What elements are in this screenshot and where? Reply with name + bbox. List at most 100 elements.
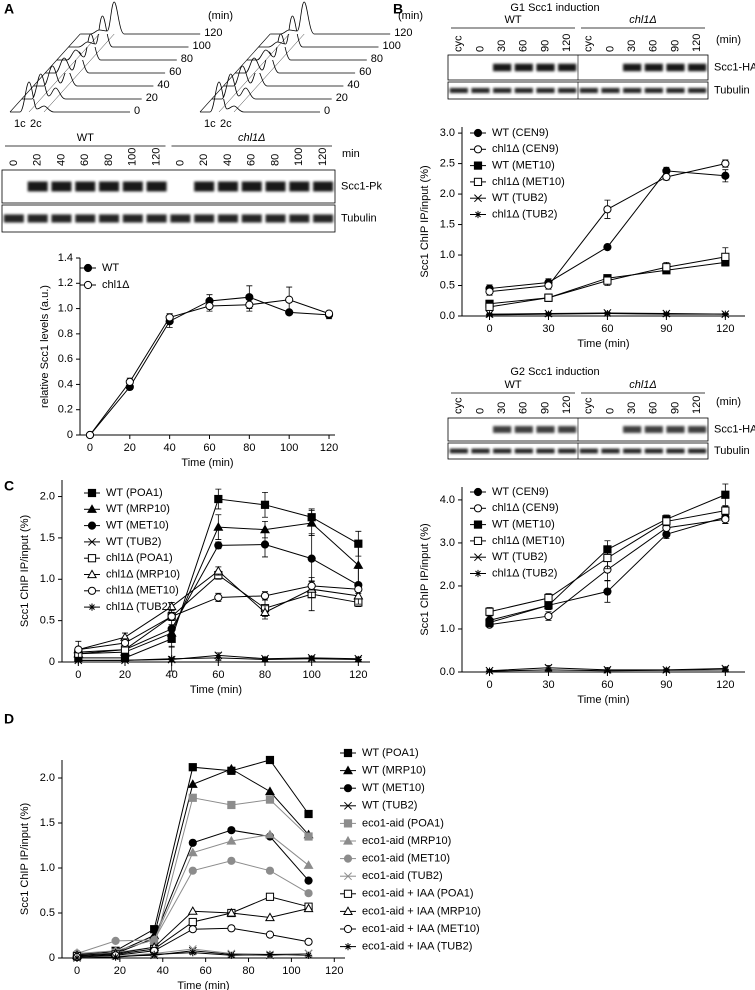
legend-marker <box>83 263 93 273</box>
panel-letter: B <box>393 1 403 17</box>
x-tick-label: 100 <box>282 965 300 977</box>
blot-group: WT <box>504 14 521 26</box>
legend-label: WT (MRP10) <box>106 503 170 515</box>
marker <box>662 666 670 674</box>
x-tick-label: 100 <box>280 442 298 454</box>
marker <box>721 490 730 499</box>
legend-marker <box>87 554 97 563</box>
y-tick-label: 3.0 <box>440 537 455 549</box>
legend-marker <box>474 194 482 203</box>
marker <box>188 917 197 927</box>
marker <box>265 786 275 796</box>
marker <box>485 302 494 311</box>
panel-letter: A <box>4 1 14 17</box>
marker <box>189 949 197 957</box>
flow-trace <box>33 65 154 87</box>
lane-label: 90 <box>669 402 681 414</box>
y-tick-label: 2.0 <box>440 188 455 200</box>
band <box>27 214 48 223</box>
lane-label: 90 <box>539 40 551 52</box>
x-axis-label: Time (min) <box>577 694 629 706</box>
band <box>313 181 334 192</box>
lane-label: 0 <box>174 160 186 166</box>
band <box>601 448 620 454</box>
blot-frame <box>1 169 336 204</box>
flow-trace <box>200 81 320 113</box>
x-tick-label: 60 <box>200 965 212 977</box>
marker <box>125 377 134 386</box>
legend-label: WT (CEN9) <box>492 486 549 498</box>
x-tick-label: 90 <box>660 323 672 335</box>
band <box>666 448 685 454</box>
marker <box>303 860 314 869</box>
marker <box>265 755 275 765</box>
y-tick-label: 1.5 <box>40 817 55 829</box>
marker <box>721 506 730 515</box>
legend-label: eco1-aid (POA1) <box>362 817 444 829</box>
band <box>99 181 120 192</box>
band <box>99 214 120 223</box>
lane-label: 0 <box>604 46 616 52</box>
marker <box>188 793 197 802</box>
flow-trace <box>21 73 142 100</box>
band <box>623 426 642 433</box>
flow-time: 60 <box>359 66 371 78</box>
lane-label: 0 <box>8 160 20 166</box>
x-tick-label: 20 <box>119 669 131 681</box>
marker <box>265 795 275 804</box>
marker <box>662 263 671 272</box>
blot-row-label: Tubulin <box>714 445 750 457</box>
legend-marker <box>343 889 353 898</box>
marker <box>662 172 671 182</box>
band <box>122 214 143 223</box>
marker <box>485 311 494 319</box>
marker <box>353 590 364 600</box>
band <box>644 63 663 72</box>
band <box>75 181 96 192</box>
x-tick-label: 90 <box>660 679 672 691</box>
legend-label: eco1-aid + IAA (POA1) <box>362 888 474 900</box>
marker <box>260 607 270 616</box>
y-tick-label: 2.0 <box>40 772 55 784</box>
y-tick-label: 1.0 <box>440 623 455 635</box>
legend-marker <box>343 748 353 758</box>
blot-unit: (min) <box>716 34 741 46</box>
marker <box>354 585 363 594</box>
legend-label: WT (MET10) <box>492 160 555 172</box>
band <box>493 87 512 94</box>
lane-label: 120 <box>561 396 573 414</box>
x-tick-label: 60 <box>601 679 613 691</box>
band <box>449 448 468 454</box>
marker <box>544 601 553 610</box>
legend-marker <box>343 924 353 934</box>
y-tick-label: 0.0 <box>440 310 455 322</box>
legend-label: eco1-aid (MRP10) <box>362 835 451 847</box>
band <box>265 181 286 192</box>
x-axis-label: Time (min) <box>190 684 242 696</box>
flow-time: 100 <box>193 40 211 52</box>
x-tick-label: 0 <box>486 679 492 691</box>
marker <box>721 171 730 180</box>
blot-frame <box>1 204 336 233</box>
flow-trace <box>235 51 356 74</box>
band <box>623 87 642 94</box>
marker <box>227 951 235 959</box>
band <box>289 214 310 223</box>
marker <box>261 655 269 664</box>
x-tick-label: 40 <box>166 669 178 681</box>
legend-label: chl1Δ (MET10) <box>492 535 565 547</box>
y-tick-label: 2.5 <box>440 157 455 169</box>
y-tick-label: 1.0 <box>440 249 455 261</box>
legend-marker <box>473 145 483 154</box>
x-tick-label: 0 <box>87 442 93 454</box>
marker <box>721 515 730 524</box>
flow-time: 0 <box>134 105 140 117</box>
legend-label: WT (MET10) <box>362 782 425 794</box>
marker <box>165 313 174 322</box>
y-axis-label: relative Scc1 levels (a.u.) <box>39 285 51 408</box>
legend-marker <box>473 161 483 170</box>
band <box>514 87 533 94</box>
lane-label: 20 <box>32 154 44 166</box>
flow-trace <box>223 65 344 87</box>
marker <box>260 540 270 549</box>
